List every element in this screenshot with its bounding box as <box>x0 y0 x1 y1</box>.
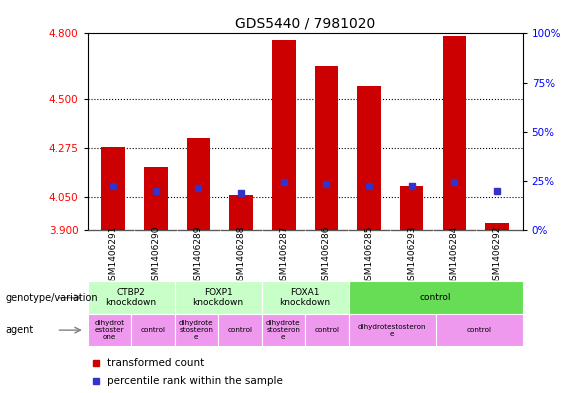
Text: dihydrotestosteron
e: dihydrotestosteron e <box>358 323 427 337</box>
Bar <box>218 314 262 346</box>
Bar <box>272 40 295 230</box>
Text: control: control <box>467 327 492 333</box>
Text: GSM1406288: GSM1406288 <box>237 225 246 286</box>
Bar <box>315 66 338 230</box>
Bar <box>349 314 436 346</box>
Text: GSM1406284: GSM1406284 <box>450 225 459 286</box>
Bar <box>262 314 305 346</box>
Text: genotype/variation: genotype/variation <box>6 293 98 303</box>
Bar <box>357 86 381 230</box>
Bar <box>229 195 253 230</box>
Text: GSM1406286: GSM1406286 <box>322 225 331 286</box>
Text: GSM1406290: GSM1406290 <box>151 225 160 286</box>
Text: FOXA1
knockdown: FOXA1 knockdown <box>280 288 331 307</box>
Text: control: control <box>140 327 166 333</box>
Title: GDS5440 / 7981020: GDS5440 / 7981020 <box>235 17 375 31</box>
Bar <box>88 281 175 314</box>
Bar <box>175 314 218 346</box>
Bar <box>262 281 349 314</box>
Text: GSM1406289: GSM1406289 <box>194 225 203 286</box>
Bar <box>400 186 423 230</box>
Bar <box>175 281 262 314</box>
Bar <box>485 223 508 230</box>
Bar <box>442 36 466 230</box>
Text: agent: agent <box>6 325 34 335</box>
Text: dihydrote
stosteron
e: dihydrote stosteron e <box>266 320 301 340</box>
Text: control: control <box>420 293 451 302</box>
Bar <box>436 314 523 346</box>
Bar <box>187 138 210 230</box>
Text: dihydrote
stosteron
e: dihydrote stosteron e <box>179 320 214 340</box>
Bar <box>131 314 175 346</box>
Text: CTBP2
knockdown: CTBP2 knockdown <box>106 288 157 307</box>
Text: transformed count: transformed count <box>107 358 205 368</box>
Text: GSM1406292: GSM1406292 <box>493 225 502 286</box>
Bar <box>305 314 349 346</box>
Bar <box>88 314 131 346</box>
Text: GSM1406287: GSM1406287 <box>279 225 288 286</box>
Bar <box>349 281 523 314</box>
Bar <box>102 147 125 230</box>
Text: control: control <box>314 327 340 333</box>
Text: dihydrot
estoster
one: dihydrot estoster one <box>94 320 124 340</box>
Text: control: control <box>227 327 253 333</box>
Text: GSM1406293: GSM1406293 <box>407 225 416 286</box>
Text: GSM1406285: GSM1406285 <box>364 225 373 286</box>
Bar <box>144 167 168 230</box>
Text: FOXP1
knockdown: FOXP1 knockdown <box>193 288 244 307</box>
Text: GSM1406291: GSM1406291 <box>108 225 118 286</box>
Text: percentile rank within the sample: percentile rank within the sample <box>107 376 283 386</box>
